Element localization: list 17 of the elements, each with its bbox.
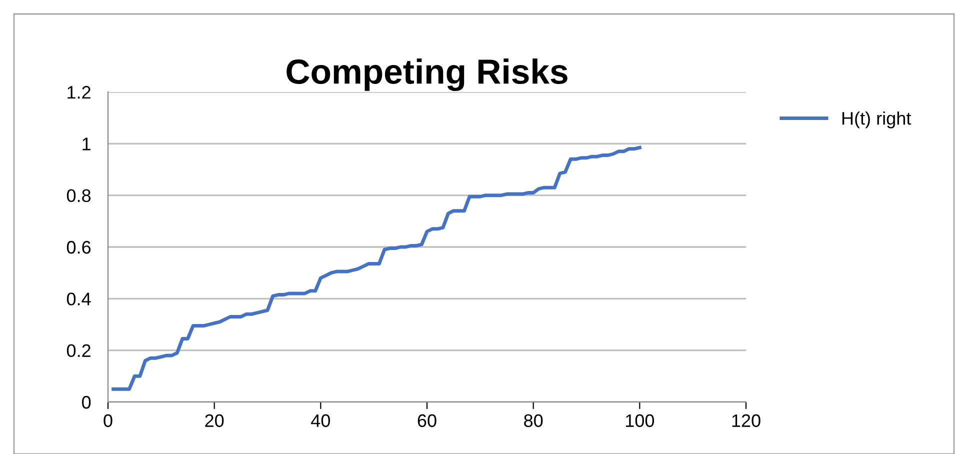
x-tick-label: 120 <box>732 414 760 428</box>
y-tick-label: 0.6 <box>66 240 91 254</box>
y-tick-label: 1 <box>82 138 90 150</box>
x-tick-label: 20 <box>205 414 224 428</box>
y-tick-label: 0 <box>82 396 91 409</box>
y-tick-label: 1.2 <box>68 86 90 99</box>
y-tick-label: 0.2 <box>66 344 90 358</box>
legend-label: H(t) right <box>842 111 912 128</box>
x-tick-label: 40 <box>311 414 330 428</box>
y-tick-label: 0.4 <box>66 292 91 306</box>
x-tick-label: 60 <box>418 414 436 428</box>
x-tick-label: 80 <box>524 414 543 428</box>
chart-title: Competing Risks <box>286 58 568 92</box>
x-tick-label: 100 <box>626 414 654 428</box>
y-tick-label: 0.8 <box>66 189 91 202</box>
x-tick-label: 0 <box>104 414 112 428</box>
line-series <box>112 146 642 391</box>
